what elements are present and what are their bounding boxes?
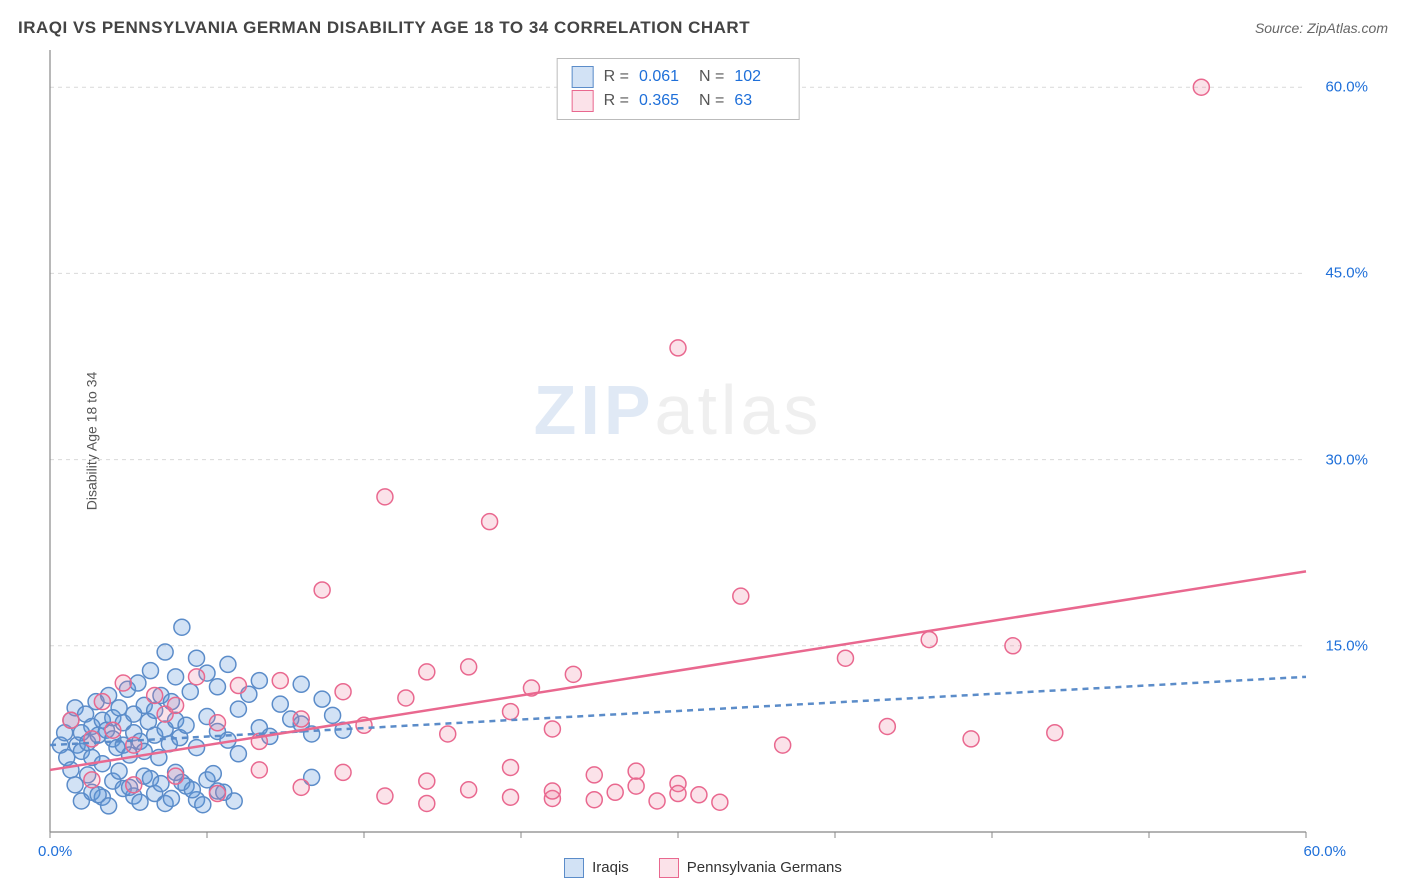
stats-r-label: R = [604, 89, 629, 113]
stats-r-label: R = [604, 65, 629, 89]
stats-row: R = 0.365 N = 63 [572, 89, 785, 113]
stats-n-label: N = [699, 89, 724, 113]
plot-frame: Disability Age 18 to 34 ZIPatlas R = 0.0… [50, 50, 1306, 832]
stats-swatch-icon [572, 90, 594, 112]
chart-title: IRAQI VS PENNSYLVANIA GERMAN DISABILITY … [18, 18, 750, 38]
legend-label: Iraqis [592, 859, 629, 876]
bottom-legend: Iraqis Pennsylvania Germans [0, 858, 1406, 878]
legend-item: Iraqis [564, 858, 629, 878]
stats-swatch-icon [572, 66, 594, 88]
source-label: Source: ZipAtlas.com [1255, 20, 1388, 36]
legend-item: Pennsylvania Germans [659, 858, 842, 878]
stats-r-value: 0.365 [639, 89, 689, 113]
legend-swatch-icon [564, 858, 584, 878]
stats-n-value: 102 [734, 65, 784, 89]
chart-header: IRAQI VS PENNSYLVANIA GERMAN DISABILITY … [18, 18, 1388, 38]
legend-swatch-icon [659, 858, 679, 878]
y-tick-label: 60.0% [1325, 79, 1368, 96]
stats-n-value: 63 [734, 89, 784, 113]
stats-row: R = 0.061 N = 102 [572, 65, 785, 89]
scatter-plot [50, 50, 1306, 832]
stats-box: R = 0.061 N = 102 R = 0.365 N = 63 [557, 58, 800, 120]
stats-n-label: N = [699, 65, 724, 89]
y-tick-label: 45.0% [1325, 265, 1368, 282]
y-tick-label: 30.0% [1325, 451, 1368, 468]
legend-label: Pennsylvania Germans [687, 859, 842, 876]
stats-r-value: 0.061 [639, 65, 689, 89]
y-tick-label: 15.0% [1325, 637, 1368, 654]
